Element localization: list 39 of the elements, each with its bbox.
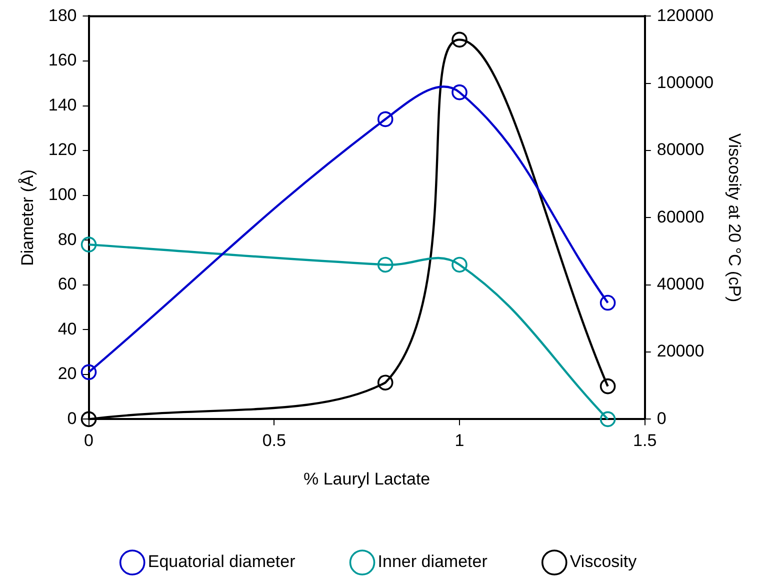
y2-tick-label: 60000 — [656, 207, 704, 226]
y2-tick-label: 100000 — [656, 73, 714, 92]
y-axis-title: Diameter (Å) — [18, 170, 37, 266]
y2-tick-label: 80000 — [656, 140, 704, 160]
point — [600, 411, 616, 428]
legend-label: Viscosity — [570, 552, 638, 572]
y-tick-label: 160 — [48, 50, 77, 70]
x-tick-label: 1 — [454, 431, 464, 450]
point — [377, 111, 394, 128]
y2-tick-label: 20000 — [656, 342, 704, 361]
y-tick-label: 0 — [67, 408, 77, 428]
point — [377, 374, 394, 390]
y-tick-label: 100 — [48, 185, 77, 204]
point — [452, 84, 468, 100]
y-tick-label: 180 — [48, 6, 77, 25]
y-tick-label: 60 — [58, 274, 77, 294]
y2-tick-label: 120000 — [656, 6, 714, 25]
y2-axis-title: Viscosity at 20 °C (cP) — [725, 133, 744, 302]
point — [600, 294, 616, 311]
y2-tick-label: 0 — [656, 408, 666, 428]
x-tick-label: 0.5 — [262, 431, 286, 450]
legend-label: Inner diameter — [378, 552, 488, 572]
point — [600, 378, 616, 394]
x-axis-title: % Lauryl Lactate — [304, 469, 430, 488]
y-tick-label: 80 — [58, 230, 77, 249]
point — [452, 32, 468, 48]
y-tick-label: 120 — [48, 140, 77, 160]
point — [452, 256, 468, 273]
point — [80, 236, 97, 252]
y-tick-label: 20 — [58, 364, 77, 384]
x-tick-label: 0 — [84, 431, 94, 450]
point — [377, 256, 394, 273]
y-tick-label: 40 — [58, 319, 77, 338]
y2-tick-label: 40000 — [656, 274, 704, 294]
point — [80, 411, 97, 428]
x-tick-label: 1.5 — [633, 431, 657, 450]
y-tick-label: 140 — [48, 95, 77, 114]
legend-label: Equatorial diameter — [148, 552, 296, 572]
point — [80, 364, 97, 380]
